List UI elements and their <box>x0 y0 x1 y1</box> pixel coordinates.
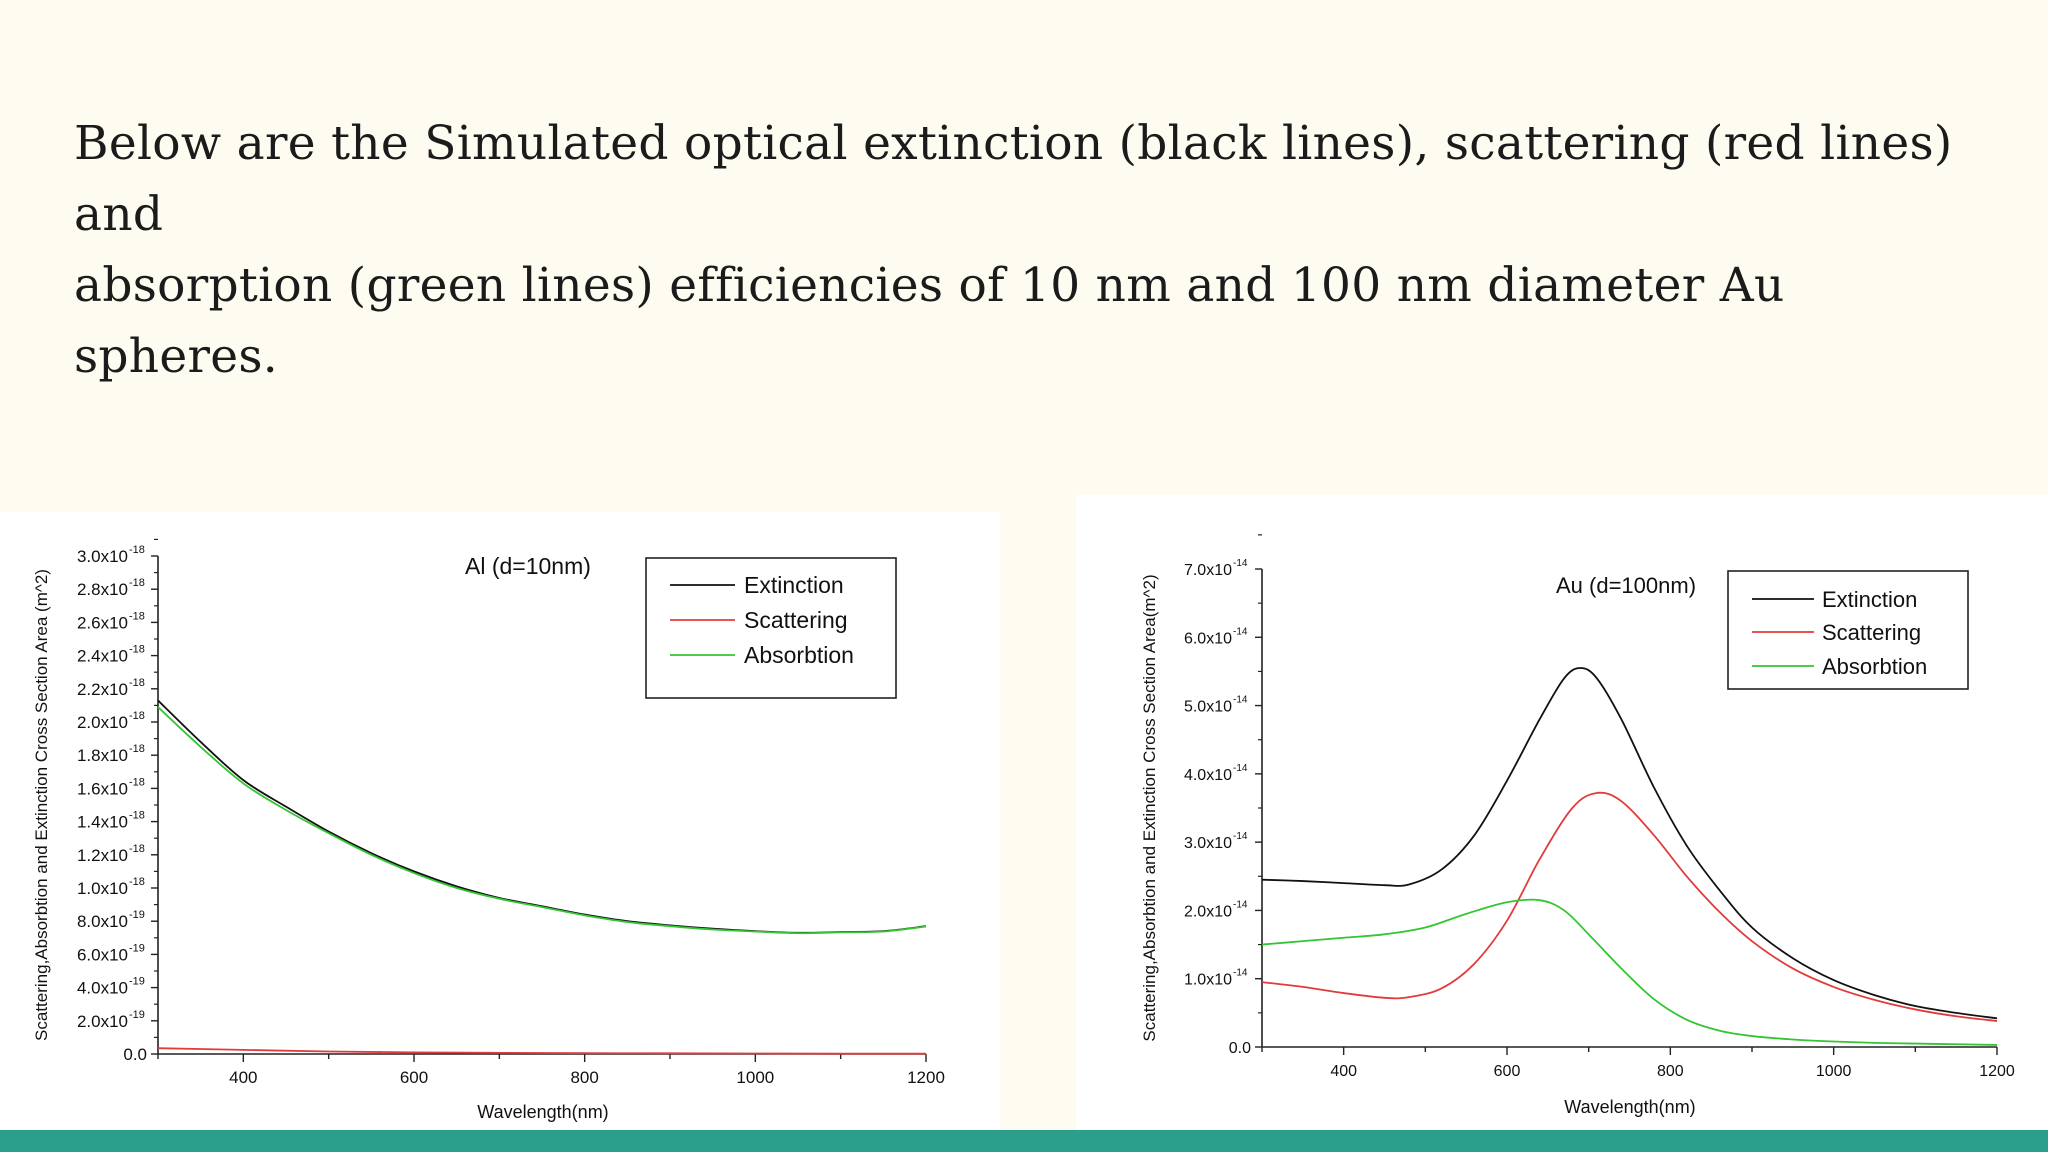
y-tick-label: 2.0x10 <box>77 1012 128 1031</box>
y-tick-label: 2.4x10 <box>77 647 128 666</box>
x-tick-label: 600 <box>1494 1063 1521 1080</box>
y-tick-exponent: -14 <box>1233 968 1248 979</box>
x-tick-label: 800 <box>570 1068 598 1087</box>
y-tick-label: 8.0x10 <box>77 912 128 931</box>
y-tick-exponent: -19 <box>129 976 145 988</box>
y-tick-exponent: -19 <box>129 1009 145 1021</box>
x-tick-label: 1200 <box>1979 1063 2015 1080</box>
y-tick-label: 5.0x10 <box>1184 699 1232 716</box>
y-tick-label: 1.6x10 <box>77 779 128 798</box>
y-tick-exponent: -14 <box>1233 558 1248 569</box>
x-axis-label: Wavelength(nm) <box>1564 1097 1695 1117</box>
caption-line-1: Below are the Simulated optical extincti… <box>74 116 1953 242</box>
y-tick-exponent: -14 <box>1233 899 1248 910</box>
y-tick-exponent: -14 <box>1233 695 1248 706</box>
y-tick-label: 2.0x10 <box>77 713 128 732</box>
series-line-scattering <box>157 1047 927 1055</box>
x-tick-label: 400 <box>1330 1063 1357 1080</box>
y-tick-exponent: -14 <box>1233 763 1248 774</box>
y-tick-exponent: -18 <box>129 776 145 788</box>
x-tick-label: 1200 <box>907 1068 945 1087</box>
y-tick-label: 6.0x10 <box>77 945 128 964</box>
y-tick-label: 0.0 <box>1229 1040 1251 1057</box>
y-tick-exponent: -18 <box>129 610 145 622</box>
accent-bar <box>0 1130 2048 1152</box>
x-tick-label: 1000 <box>736 1068 774 1087</box>
y-tick-label: 4.0x10 <box>1184 767 1232 784</box>
y-tick-exponent: -18 <box>129 644 145 656</box>
y-tick-exponent: -19 <box>129 942 145 954</box>
y-tick-label: 2.0x10 <box>1184 903 1232 920</box>
x-tick-label: 600 <box>400 1068 428 1087</box>
y-tick-label: 1.8x10 <box>77 746 128 765</box>
series-line-absorbtion <box>157 706 927 935</box>
legend-box <box>1727 570 1969 690</box>
series-line-extinction <box>1261 667 1998 1020</box>
chart-panel-al: 400 600 800 1000 1200 0.0 2.0x10 -19 4.0x10 -19 6.… <box>0 512 1000 1134</box>
legend-label-scattering: Scattering <box>1822 620 1921 645</box>
chart-title: Al (d=10nm) <box>465 553 591 579</box>
x-tick-label: 400 <box>229 1068 257 1087</box>
legend-label-absorbtion: Absorbtion <box>744 642 854 668</box>
series-line-scattering <box>1261 791 1998 1022</box>
y-tick-label: 0.0 <box>123 1045 147 1064</box>
y-tick-exponent: -18 <box>129 544 145 556</box>
y-tick-exponent: -18 <box>129 710 145 722</box>
y-tick-label: 1.4x10 <box>77 813 128 832</box>
caption-line-2: absorption (green lines) efficiencies of… <box>74 258 1785 384</box>
y-tick-exponent: -18 <box>129 810 145 822</box>
chart-title: Au (d=100nm) <box>1556 573 1696 598</box>
y-tick-exponent: -14 <box>1233 831 1248 842</box>
y-tick-exponent: -19 <box>129 909 145 921</box>
series-line-extinction <box>157 699 927 934</box>
legend-label-absorbtion: Absorbtion <box>1822 654 1927 679</box>
x-tick-label: 800 <box>1657 1063 1684 1080</box>
y-tick-exponent: -18 <box>129 843 145 855</box>
y-tick-label: 2.2x10 <box>77 680 128 699</box>
y-tick-exponent: -18 <box>129 876 145 888</box>
y-tick-label: 6.0x10 <box>1184 630 1232 647</box>
y-tick-label: 7.0x10 <box>1184 562 1232 579</box>
legend-label-extinction: Extinction <box>744 572 844 598</box>
y-tick-exponent: -18 <box>129 677 145 689</box>
y-tick-label: 2.6x10 <box>77 613 128 632</box>
slide-caption: Below are the Simulated optical extincti… <box>74 108 1974 392</box>
y-tick-exponent: -18 <box>129 743 145 755</box>
y-tick-label: 3.0x10 <box>1184 835 1232 852</box>
y-axis-label: Scattering,Absorbtion and Extinction Cro… <box>32 569 51 1041</box>
x-tick-label: 1000 <box>1816 1063 1852 1080</box>
y-tick-label: 1.0x10 <box>1184 972 1232 989</box>
y-tick-label: 1.2x10 <box>77 846 128 865</box>
y-tick-label: 3.0x10 <box>77 547 128 566</box>
chart-panel-au: 400 600 800 1000 1200 0.0 1.0x10 -14 2.0x10 -14 3.… <box>1076 495 2048 1134</box>
y-tick-exponent: -18 <box>129 577 145 589</box>
legend-box <box>645 557 897 699</box>
y-tick-exponent: -14 <box>1233 626 1248 637</box>
series-line-absorbtion <box>1261 898 1998 1046</box>
legend-label-extinction: Extinction <box>1822 587 1917 612</box>
y-axis-label: Scattering,Absorbtion and Extinction Cro… <box>1140 574 1159 1041</box>
x-axis-label: Wavelength(nm) <box>477 1102 608 1122</box>
y-tick-label: 1.0x10 <box>77 879 128 898</box>
y-tick-label: 2.8x10 <box>77 580 128 599</box>
y-tick-label: 4.0x10 <box>77 979 128 998</box>
legend-label-scattering: Scattering <box>744 607 848 633</box>
